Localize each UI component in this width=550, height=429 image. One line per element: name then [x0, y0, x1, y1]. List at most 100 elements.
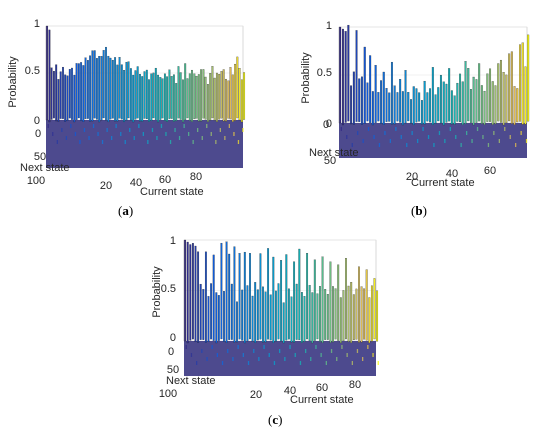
bar: [460, 143, 462, 147]
bar: [325, 361, 327, 365]
bar: [70, 124, 72, 128]
bar: [73, 74, 76, 123]
bar: [213, 77, 216, 121]
bar: [351, 361, 353, 365]
bar: [371, 91, 374, 126]
bar: [201, 136, 203, 140]
bar: [475, 79, 478, 123]
bar: [46, 25, 49, 121]
bar: [84, 57, 87, 119]
z-tick-label: 1: [34, 18, 40, 30]
bar: [225, 241, 228, 343]
bar: [100, 56, 103, 121]
bar: [111, 59, 114, 119]
bar: [232, 357, 234, 361]
y-tick-label: 100: [27, 175, 45, 187]
bar: [412, 86, 415, 126]
bar: [401, 91, 404, 126]
bar: [211, 345, 213, 349]
bar: [284, 357, 286, 361]
z-tick-label: 0: [34, 115, 40, 127]
bar: [396, 92, 399, 122]
bar: [308, 285, 311, 342]
bar: [129, 68, 132, 121]
bar: [400, 135, 402, 139]
bar: [111, 136, 113, 140]
bar: [448, 68, 451, 122]
bar: [388, 92, 391, 122]
bar: [182, 79, 184, 123]
bar: [305, 349, 307, 353]
bar: [216, 353, 218, 357]
panel-label-b: (b): [411, 203, 427, 218]
y-tick-label: 50: [324, 155, 336, 167]
x-axis-label: Current state: [140, 186, 204, 198]
y-axis-label: Next state: [309, 147, 359, 159]
bar: [330, 349, 333, 353]
bar: [186, 78, 189, 119]
bar: [273, 361, 276, 365]
bar: [390, 61, 393, 125]
bar: [445, 83, 448, 123]
bar: [55, 64, 58, 122]
bar: [231, 74, 234, 122]
bar: [147, 140, 149, 144]
bar: [127, 61, 130, 119]
bar: [282, 302, 285, 344]
bar: [525, 139, 528, 143]
bar: [237, 345, 239, 349]
bar: [166, 76, 169, 122]
z-tick-label: 1: [170, 235, 176, 247]
bar: [168, 69, 171, 119]
bar: [377, 361, 379, 365]
bar: [285, 254, 288, 341]
bar: [520, 131, 522, 135]
bar: [64, 74, 67, 122]
bar: [189, 244, 192, 341]
bar: [277, 283, 280, 340]
bar: [290, 296, 293, 343]
bar: [365, 269, 368, 341]
bar: [212, 254, 215, 341]
bar: [204, 76, 207, 120]
bar: [143, 71, 146, 119]
bar: [184, 63, 187, 121]
bar: [220, 242, 223, 340]
bar: [498, 139, 500, 143]
bar: [118, 57, 121, 119]
bar: [61, 128, 63, 132]
bar: [274, 290, 277, 342]
bar: [114, 57, 117, 122]
bar: [357, 131, 359, 135]
bar: [50, 67, 53, 120]
bar: [351, 143, 353, 147]
bar: [459, 73, 462, 123]
bar: [341, 28, 344, 126]
x-tick-label: 40: [130, 177, 142, 189]
bar: [217, 295, 220, 341]
bar: [191, 243, 194, 340]
bar: [370, 285, 373, 342]
x-tick-label: 60: [484, 165, 496, 177]
bar: [502, 72, 505, 126]
bar: [519, 44, 522, 122]
bar: [116, 64, 119, 122]
bar: [378, 143, 381, 147]
bar: [374, 65, 377, 123]
bar: [211, 66, 214, 119]
bar: [188, 73, 191, 121]
bar: [220, 71, 223, 119]
z-axis-label: Probability: [7, 56, 19, 108]
bar: [246, 285, 249, 342]
bar: [489, 68, 492, 122]
bar: [289, 345, 291, 349]
bar: [83, 128, 86, 132]
bar: [254, 282, 257, 344]
x-axis-label: Current state: [290, 394, 354, 406]
bar: [319, 286, 321, 343]
bar: [433, 143, 435, 147]
bar: [422, 127, 424, 131]
x-tick-label: 60: [316, 382, 328, 394]
bar: [138, 124, 140, 128]
bar: [316, 293, 319, 340]
